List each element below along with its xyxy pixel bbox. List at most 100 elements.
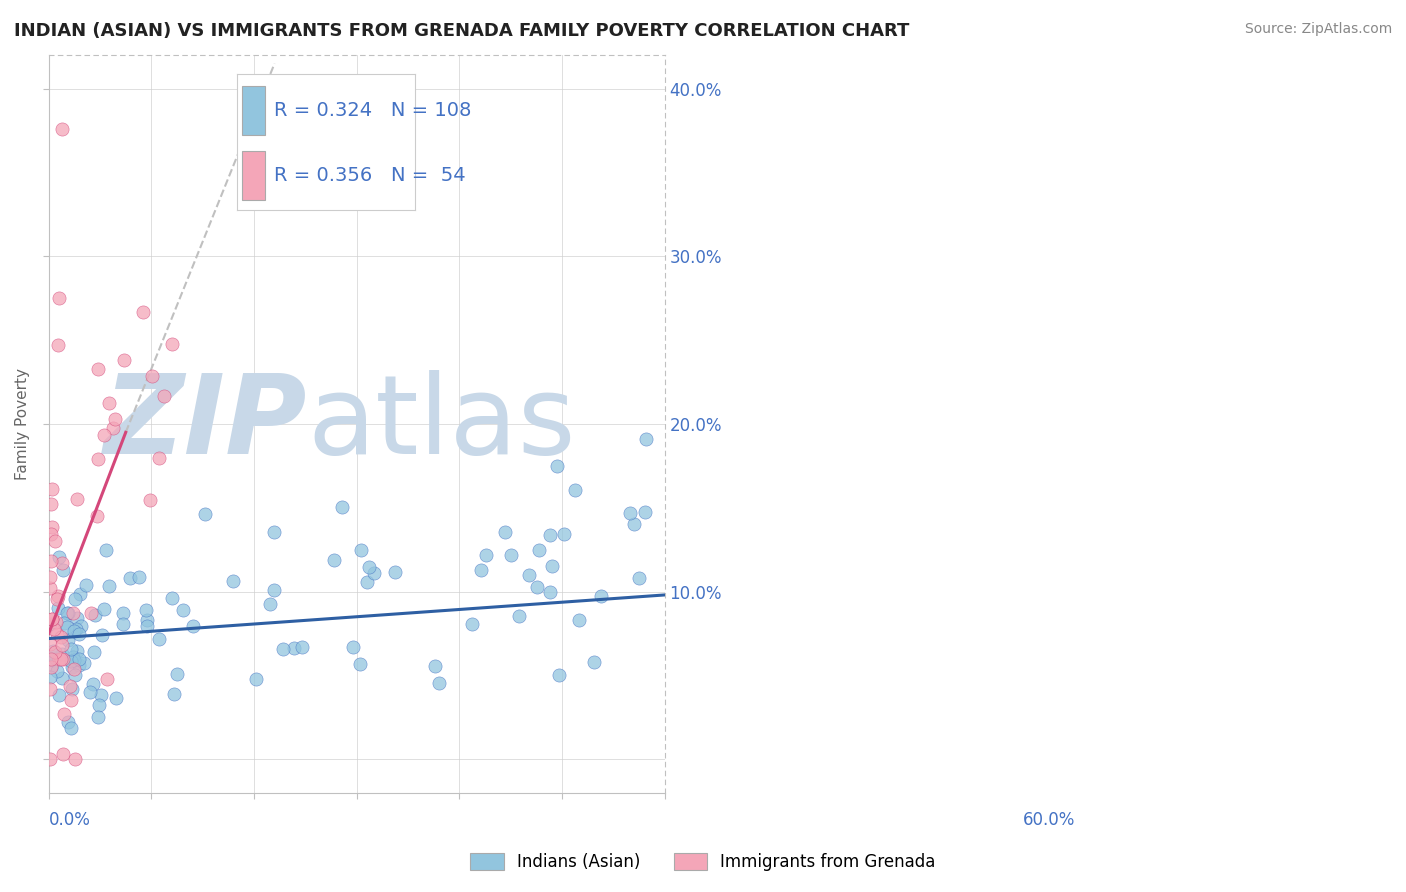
Point	[153, 389, 176, 403]
Point	[52, 707, 75, 722]
Point	[41, 612, 63, 626]
Point	[39, 554, 62, 568]
Point	[38, 617, 60, 632]
Point	[46, 338, 69, 352]
Point	[93, 601, 115, 615]
Point	[548, 668, 571, 682]
Point	[65, 622, 87, 636]
Point	[62, 653, 84, 667]
Text: INDIAN (ASIAN) VS IMMIGRANTS FROM GRENADA FAMILY POVERTY CORRELATION CHART: INDIAN (ASIAN) VS IMMIGRANTS FROM GRENAD…	[14, 22, 910, 40]
Point	[568, 613, 591, 627]
Point	[44, 645, 66, 659]
Point	[48, 589, 70, 603]
Point	[51, 122, 73, 136]
Point	[56, 607, 79, 621]
Point	[52, 747, 75, 761]
Point	[55, 619, 77, 633]
Point	[41, 644, 63, 658]
Point	[59, 693, 82, 707]
Point	[62, 650, 84, 665]
Point	[62, 606, 84, 620]
Text: 60.0%: 60.0%	[1022, 811, 1076, 830]
Point	[139, 493, 162, 508]
Point	[350, 542, 373, 557]
Point	[148, 450, 170, 465]
Point	[494, 524, 516, 539]
Point	[128, 570, 150, 584]
Point	[59, 641, 82, 656]
Point	[53, 616, 76, 631]
Point	[84, 607, 107, 622]
Point	[79, 685, 101, 699]
Point	[52, 563, 75, 577]
Point	[112, 606, 135, 620]
Point	[619, 506, 641, 520]
Point	[41, 657, 63, 672]
Point	[183, 619, 205, 633]
Text: 0.0%: 0.0%	[49, 811, 90, 830]
Point	[48, 291, 70, 305]
Point	[427, 675, 450, 690]
Point	[160, 337, 183, 351]
Point	[51, 647, 73, 661]
Point	[636, 432, 658, 446]
Point	[51, 556, 73, 570]
Point	[94, 542, 117, 557]
Point	[38, 670, 60, 684]
Point	[97, 579, 120, 593]
Point	[65, 591, 87, 606]
Point	[132, 304, 155, 318]
Point	[541, 558, 564, 573]
Point	[104, 691, 127, 706]
Point	[90, 628, 112, 642]
Point	[136, 619, 159, 633]
Point	[89, 698, 111, 712]
Point	[634, 505, 657, 519]
Point	[87, 362, 110, 376]
Point	[63, 662, 86, 676]
Point	[291, 640, 314, 654]
Point	[38, 752, 60, 766]
Point	[39, 651, 62, 665]
Point	[83, 644, 105, 658]
Point	[48, 688, 70, 702]
Point	[70, 619, 93, 633]
Point	[470, 563, 492, 577]
Point	[259, 597, 281, 611]
Point	[141, 369, 163, 384]
Point	[135, 602, 157, 616]
Point	[72, 657, 94, 671]
Point	[583, 655, 606, 669]
Point	[538, 528, 561, 542]
Point	[172, 603, 194, 617]
Point	[41, 520, 63, 534]
Point	[194, 507, 217, 521]
Point	[51, 671, 73, 685]
Point	[56, 715, 79, 730]
Point	[63, 752, 86, 766]
Point	[349, 657, 371, 672]
Point	[474, 548, 496, 562]
Point	[45, 664, 67, 678]
Point	[564, 483, 586, 497]
Point	[41, 482, 63, 496]
Point	[39, 660, 62, 674]
Point	[46, 600, 69, 615]
Point	[65, 492, 87, 507]
Point	[263, 524, 285, 539]
Point	[63, 668, 86, 682]
Point	[38, 636, 60, 650]
Point	[166, 666, 188, 681]
Point	[623, 517, 645, 532]
Point	[357, 559, 380, 574]
Point	[553, 527, 575, 541]
Point	[263, 582, 285, 597]
Point	[38, 569, 60, 583]
Point	[546, 458, 568, 473]
Point	[501, 548, 523, 562]
Point	[104, 412, 127, 426]
Point	[51, 639, 73, 653]
Point	[39, 527, 62, 541]
Point	[112, 352, 135, 367]
Point	[67, 652, 90, 666]
